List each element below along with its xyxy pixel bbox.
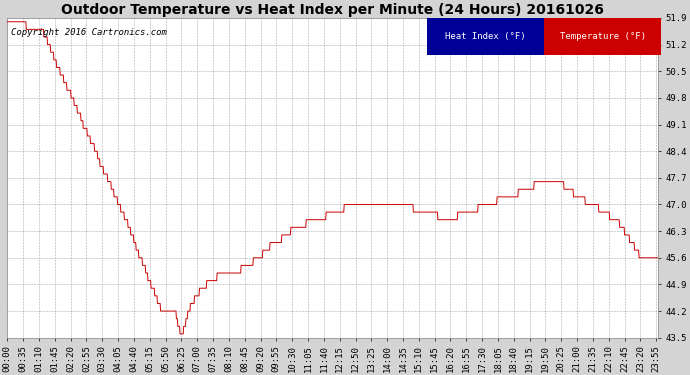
FancyBboxPatch shape	[544, 18, 661, 55]
Text: Temperature (°F): Temperature (°F)	[560, 32, 646, 41]
Title: Outdoor Temperature vs Heat Index per Minute (24 Hours) 20161026: Outdoor Temperature vs Heat Index per Mi…	[61, 3, 604, 17]
FancyBboxPatch shape	[427, 18, 544, 55]
Text: Copyright 2016 Cartronics.com: Copyright 2016 Cartronics.com	[10, 27, 166, 36]
Text: Heat Index (°F): Heat Index (°F)	[445, 32, 526, 41]
